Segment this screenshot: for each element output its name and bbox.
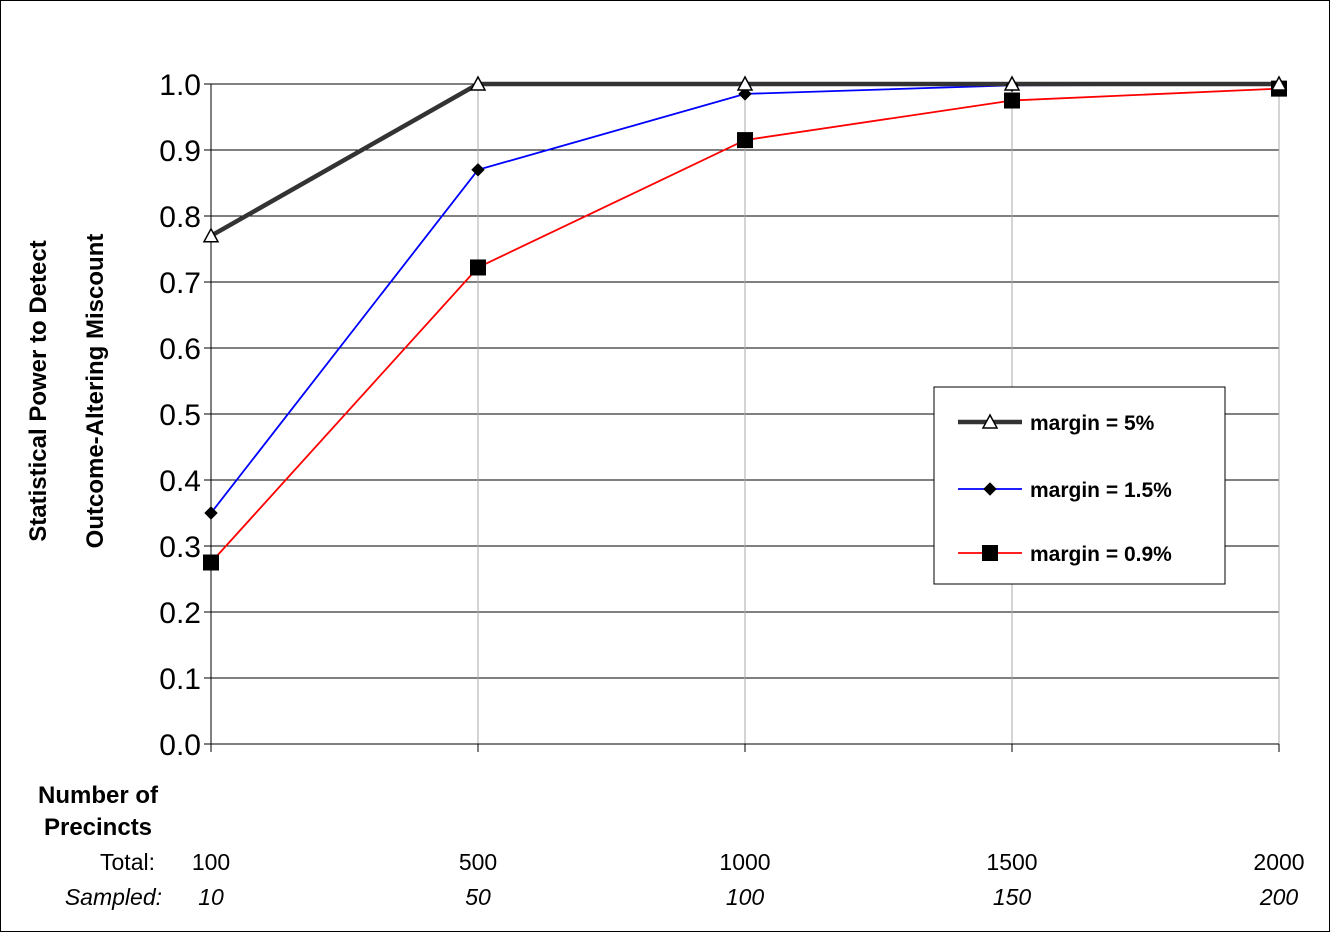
- x-label-sampled: 50: [465, 884, 491, 910]
- y-axis-title-line2: Outcome-Altering Miscount: [82, 234, 109, 549]
- y-tick-label: 1.0: [159, 69, 201, 102]
- axes: [204, 83, 1280, 752]
- x-label-total: 500: [459, 849, 497, 875]
- legend-label: margin = 5%: [1030, 412, 1155, 435]
- y-tick-label: 0.5: [159, 399, 201, 432]
- y-tick-label: 0.9: [159, 135, 201, 168]
- y-tick-label: 0.6: [159, 333, 201, 366]
- x-label-sampled: 10: [198, 884, 224, 910]
- marker-triangle: [1003, 75, 1021, 91]
- x-label-sampled: 100: [726, 884, 765, 910]
- marker-triangle: [202, 227, 220, 243]
- marker-triangle: [469, 75, 487, 91]
- marker-square: [470, 259, 486, 276]
- y-tick-labels: 0.0 0.1 0.2 0.3 0.4 0.5 0.6 0.7 0.8 0.9 1.0: [159, 69, 201, 762]
- legend-label: margin = 0.9%: [1030, 543, 1172, 566]
- marker-square: [203, 554, 219, 571]
- y-tick-label: 0.4: [159, 465, 201, 498]
- y-tick-label: 0.7: [159, 267, 201, 300]
- x-label-total: 1500: [986, 849, 1037, 875]
- marker-square: [982, 545, 998, 561]
- x-label-total: 1000: [719, 849, 770, 875]
- x-row-label-total: Total:: [100, 849, 155, 875]
- y-tick-label: 0.1: [159, 663, 201, 696]
- marker-square: [737, 132, 753, 149]
- marker-diamond: [983, 482, 997, 496]
- y-tick-label: 0.2: [159, 597, 201, 630]
- y-tick-label: 0.3: [159, 531, 201, 564]
- marker-square: [1004, 92, 1020, 109]
- x-label-sampled: 150: [993, 884, 1032, 910]
- marker-triangle: [736, 75, 754, 91]
- x-label-total: 100: [192, 849, 230, 875]
- legend-label: margin = 1.5%: [1030, 479, 1172, 502]
- x-axis-title-line1: Number of: [38, 782, 159, 809]
- marker-triangle: [1270, 75, 1288, 91]
- legend: margin = 5% margin = 1.5% margin = 0.9%: [933, 386, 1226, 585]
- marker-diamond: [471, 163, 485, 177]
- x-label-sampled: 200: [1259, 884, 1299, 910]
- series-group: [202, 75, 1288, 571]
- x-axis-title-line2: Precincts: [44, 814, 152, 841]
- y-tick-label: 0.8: [159, 201, 201, 234]
- y-axis-title-line1: Statistical Power to Detect: [25, 240, 52, 541]
- y-tick-label: 0.0: [159, 729, 201, 762]
- x-row-label-sampled: Sampled:: [65, 884, 162, 910]
- marker-diamond: [738, 87, 752, 101]
- marker-triangle: [981, 413, 999, 429]
- x-label-total: 2000: [1253, 849, 1304, 875]
- marker-diamond: [204, 506, 218, 520]
